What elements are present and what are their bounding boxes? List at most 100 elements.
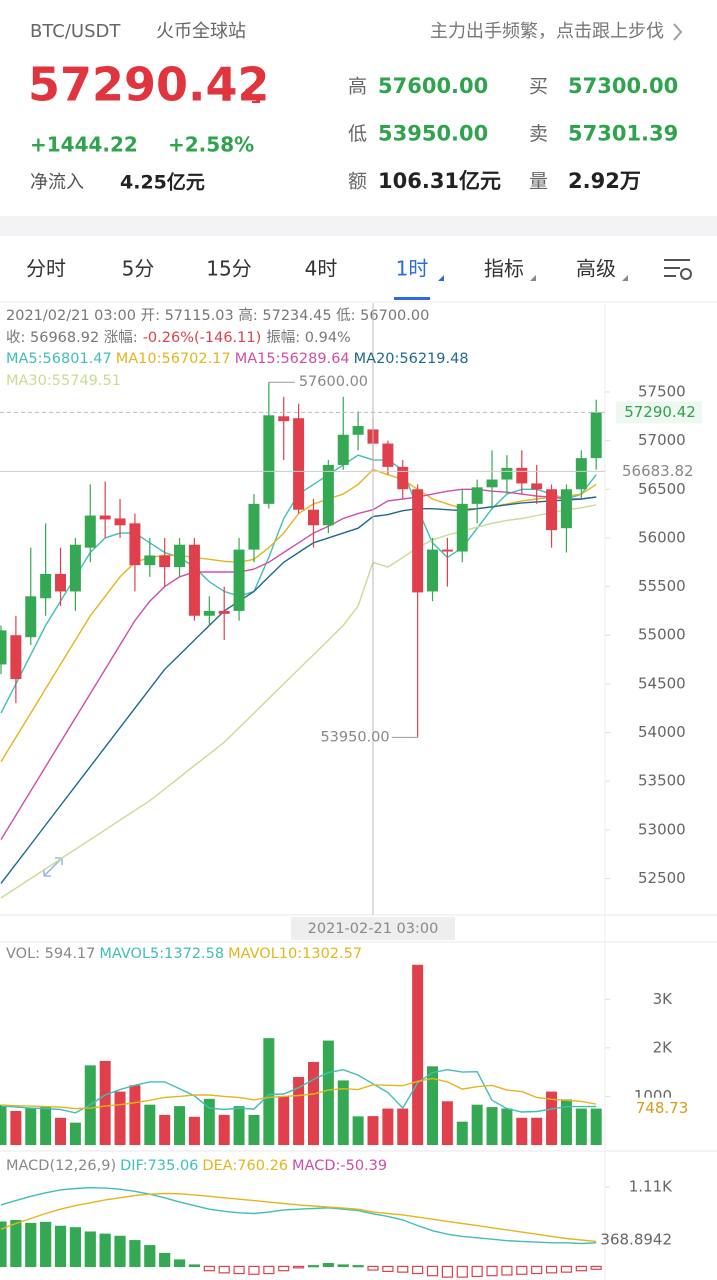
candle-body [233,549,245,611]
tab-underline [394,297,430,300]
legend-item: MAVOL10:1302.57 [228,946,362,962]
last-price-box [616,401,702,424]
y-tick-label: 368.8942 [600,1231,672,1249]
info-segment: 振幅: 0.94% [266,329,351,346]
y-tick-label: 52500 [638,869,686,887]
inflow-label: 净流入 [30,172,84,193]
volume-bar [99,1060,111,1145]
candle-body [188,544,200,616]
volume-bar [248,1114,260,1145]
candle-body [10,635,22,680]
tab[interactable]: 高级 [576,257,616,281]
y-tick-label: 53500 [638,772,686,790]
tab[interactable]: 5分 [122,257,155,281]
candle-body [412,489,424,593]
candle-body [337,434,349,465]
volume-bar [412,964,424,1145]
change: +1444.22 [30,133,138,157]
macd-bar [144,1245,156,1268]
info-segment: -0.26%(-146.11) [143,330,262,346]
tab[interactable]: 分时 [26,257,66,281]
info-segment: 2021/02/21 03:00 开: 57115.03 高: 57234.45… [6,307,429,324]
tab[interactable]: 指标 [484,257,524,281]
down-arrow [245,88,260,103]
candle-body [590,412,602,459]
candle-body [471,487,483,504]
macd-bar [501,1265,513,1276]
macd-bar [233,1265,245,1275]
macd-bar [456,1265,468,1278]
volume-bar [337,1080,349,1145]
candle-body [560,489,572,529]
stat-label: 卖 [529,123,548,145]
volume-bar [293,1077,305,1145]
expand-icon[interactable] [43,857,63,877]
volume-bar [218,1114,230,1145]
y-tick-label: 57000 [638,431,686,449]
tab[interactable]: 15分 [206,257,251,281]
legend-item: MA20:56219.48 [354,351,469,367]
legend-item: MACD:-50.39 [292,1158,387,1174]
candle-body [486,479,498,488]
volume-bar [441,1101,453,1145]
macd-bar [99,1233,111,1268]
candle-body [0,630,7,665]
crosshair-date: 2021-02-21 03:00 [308,921,439,937]
macd-bar [471,1265,483,1278]
volume-bar [367,1116,379,1145]
legend-item: MA10:56702.17 [116,351,231,367]
volume-bar [486,1107,498,1145]
candle-body [25,596,37,638]
y-tick-label: 1.11K [629,1178,673,1196]
legend-item: MA5:56801.47 [6,351,112,367]
candle-body [114,518,126,526]
volume-bar [188,1116,200,1145]
legend-item: DEA:760.26 [202,1158,288,1174]
stat-label: 量 [529,171,548,193]
macd-bar [69,1227,82,1268]
tab[interactable]: 4时 [305,257,338,281]
legend-item: MA15:56289.64 [235,351,350,367]
line [0,1192,597,1243]
volume-bar [352,1116,364,1145]
legend-item: MA30:55749.51 [6,373,121,389]
last-price-label: 57290.42 [624,403,696,421]
macd-bar [412,1265,424,1275]
macd-bar [322,1262,334,1268]
macd-bar [516,1265,528,1275]
exchange: 火币全球站 [156,21,246,42]
info-segment: 收: 56968.92 涨幅: [6,329,138,346]
candle-body [441,549,453,552]
info-line: 2021/02/21 03:00 开: 57115.03 高: 57234.45… [6,307,429,324]
tab[interactable]: 1时 [396,257,429,281]
y-tick-label: 55500 [638,577,686,595]
volume-bar [114,1091,126,1145]
macd-bar [575,1265,587,1272]
volume-bar [129,1085,141,1145]
volume-bar [25,1107,37,1145]
price: 57290.42 [28,58,270,112]
volume-bar [427,1066,439,1145]
y-tick-label: 56500 [638,480,686,498]
candle-body [456,503,468,552]
stat-label: 买 [529,76,548,98]
volume-bar [307,1061,319,1145]
volume-bar [516,1117,528,1145]
y-tick-label: 57500 [638,382,686,400]
settings-icon[interactable] [664,259,692,280]
y-tick-label: 53000 [638,820,686,838]
y-tick-label: 56000 [638,528,686,546]
stat-value: 2.92万 [568,169,641,193]
macd-bar [293,1265,305,1269]
volume-bar [546,1091,558,1145]
legend-item: MAVOL5:1372.58 [99,946,224,962]
line [0,488,597,840]
change-pct: +2.58% [168,133,254,157]
promo[interactable]: 主力出手频繁，点击跟上步伐 [430,21,664,42]
y-tick-label: 54500 [638,674,686,692]
volume-bar [263,1038,275,1145]
legend-item: VOL: 594.17 [6,946,95,962]
y-tick-label: 55000 [638,626,686,644]
candle-body [546,489,558,531]
